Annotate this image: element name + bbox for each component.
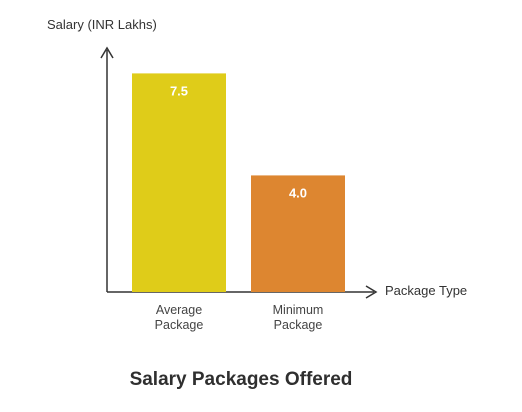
bar-0 bbox=[132, 73, 226, 292]
category-label-minimum-package: Minimum Package bbox=[272, 303, 324, 332]
chart-title: Salary Packages Offered bbox=[129, 369, 353, 390]
bar-value-label-1: 4.0 bbox=[289, 185, 307, 200]
y-axis-label: Salary (INR Lakhs) bbox=[47, 17, 157, 32]
category-label-average-package: Average Package bbox=[154, 303, 204, 332]
bar-1 bbox=[251, 175, 345, 292]
x-axis-arrow bbox=[365, 285, 378, 299]
y-axis-arrow bbox=[100, 46, 114, 59]
x-axis-label: Package Type bbox=[385, 283, 468, 298]
bar-value-label-0: 7.5 bbox=[170, 83, 188, 98]
